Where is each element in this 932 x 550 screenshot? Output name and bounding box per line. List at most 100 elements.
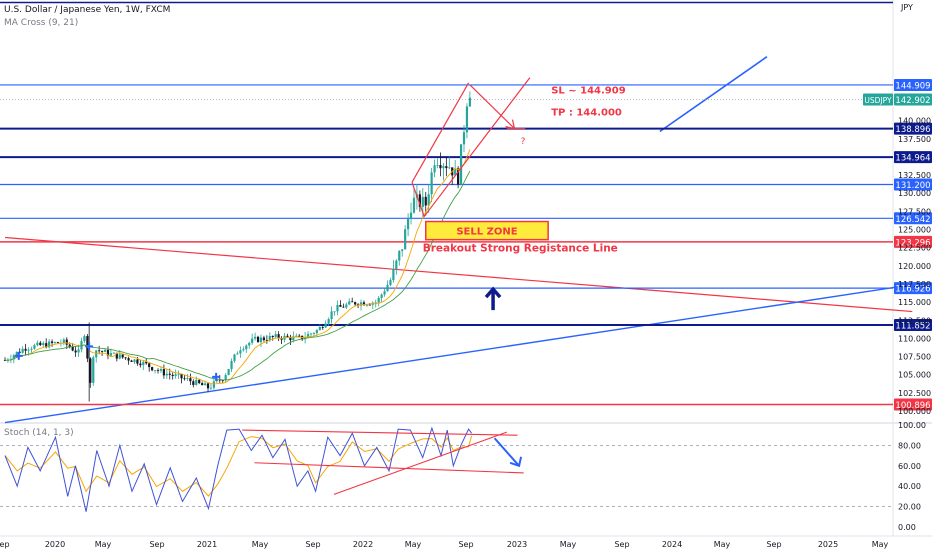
candle-body [462,132,466,145]
ma-cross-lines [4,149,471,385]
x-tick-label: 2022 [353,540,373,549]
symbol-tag [863,93,893,106]
level-tag [894,122,932,135]
candle-body [171,374,174,376]
x-tick-label: Sep [458,540,473,549]
ma-cross-label[interactable]: MA Cross (9, 21) [4,18,79,28]
candle-body [27,349,30,351]
candle-body [221,380,224,382]
candle-body [48,341,51,348]
candle-body [409,212,413,219]
candle-body [448,167,451,169]
candle-body [298,335,301,337]
candle-body [209,387,213,389]
candle-body [3,360,7,361]
candle-body [115,352,118,359]
candle-body [212,381,216,388]
candle-body [392,268,395,281]
candle-body [277,334,280,339]
candle-body [103,349,107,352]
stoch-upper-line [242,429,518,436]
y-tick-label: 125.000 [898,226,931,235]
candle-body [206,383,210,389]
candle-body [427,194,430,206]
level-tag-label: 116.926 [895,285,930,295]
stoch-k-line [4,426,473,512]
candle-body [445,166,448,169]
candle-body [83,336,86,342]
x-tick-label: Sep [0,540,10,549]
candles [3,91,471,402]
candle-body [12,355,15,360]
candle-body [133,359,136,362]
wedge-lower-line [411,77,531,218]
projection-line [469,84,515,130]
y-tick-label: 105.000 [898,371,931,380]
last-price-tag-label: 142.902 [895,96,930,106]
candle-body [348,301,351,305]
breakout-label: Breakout Strong Registance Line [423,242,618,254]
x-tick-label: May [405,540,422,549]
candle-body [195,379,198,385]
candle-body [77,349,80,353]
candle-body [454,168,457,176]
candle-body [153,370,157,372]
x-tick-label: 2024 [662,540,682,549]
stoch-y-tick-label: 60.00 [898,462,921,471]
candle-body [398,250,401,261]
candle-body [189,378,192,382]
candle-body [318,327,321,331]
stoch-down-arrow-head [509,456,523,468]
candle-body [406,218,410,230]
candle-body [324,323,327,328]
stoch-down-arrow-shaft [493,437,520,467]
candle-body [71,347,74,351]
candle-body [106,349,110,356]
tp-label: TP : 144.000 [551,108,622,119]
candle-body [142,361,145,366]
candle-body [354,302,357,305]
candle-body [145,361,148,364]
candle-body [468,97,471,107]
x-tick-label: May [560,540,577,549]
level-tag [894,178,932,191]
candle-body [365,304,369,306]
candle-body [174,374,177,376]
candle-body [439,165,442,169]
candle-body [74,350,77,353]
level-tag [894,212,932,225]
x-tick-label: Sep [766,540,781,549]
stoch-rising-line [333,431,508,495]
y-tick-label: 137.500 [898,135,931,144]
x-tick-label: May [95,540,112,549]
level-tag [894,78,932,91]
candle-body [127,358,130,361]
candle-body [274,334,277,337]
candle-body [256,336,260,343]
level-tag [894,282,932,295]
candle-body [68,344,71,348]
candle-body [156,370,160,372]
candle-body [289,336,292,341]
candle-body [342,306,345,308]
candle-body [442,166,445,169]
candle-body [433,165,436,173]
candle-body [336,304,339,312]
stoch-label[interactable]: Stoch (14, 1, 3) [4,428,74,438]
candle-body [50,341,54,343]
candle-body [321,327,324,328]
candle-body [165,373,168,376]
candle-body [253,336,257,339]
candle-body [186,378,189,379]
y-tick-label: 127.500 [898,207,931,216]
last-price-tag [894,93,932,106]
candle-body [192,381,195,385]
candle-body [162,369,165,376]
candle-body [330,311,333,320]
candle-body [130,360,133,362]
candle-body [309,333,313,335]
wedge-upper-line [411,82,470,183]
candle-body [271,336,274,337]
y-tick-label: 100.000 [898,407,931,416]
